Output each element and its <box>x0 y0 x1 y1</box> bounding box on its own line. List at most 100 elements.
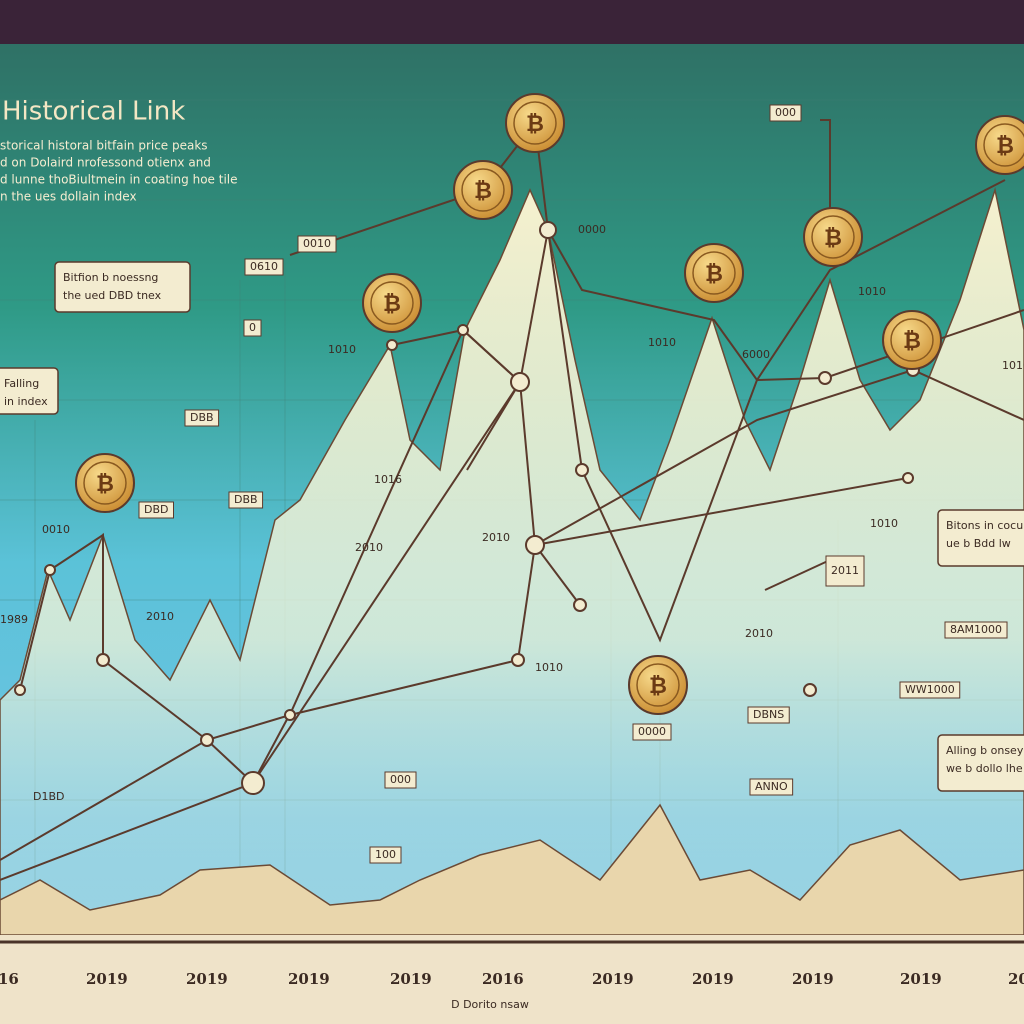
description-line: d lunne thoBiultmein in coating hoe tile <box>0 173 238 187</box>
chart-label: 0000 <box>638 725 666 738</box>
coin-rim <box>83 461 127 505</box>
chart-label: 1010 <box>648 336 676 349</box>
coin-rim <box>370 281 414 325</box>
callout-line: Bitfion b noessng <box>63 271 158 284</box>
chart-label: 2010 <box>482 531 510 544</box>
chart-label: DBNS <box>753 708 784 721</box>
label-box <box>944 621 1008 639</box>
x-axis-label: 16 <box>0 970 19 988</box>
coin-rim <box>890 318 934 362</box>
label-box <box>369 846 402 864</box>
coin-rim <box>692 251 736 295</box>
chart-label: 6000 <box>742 348 770 361</box>
chart-label: 1010 <box>535 661 563 674</box>
chart-label: 0010 <box>303 237 331 250</box>
chart-label: WW1000 <box>905 683 955 696</box>
x-axis-label: 2019 <box>792 970 834 988</box>
chart-label: 1010 <box>328 343 356 356</box>
chart-label: DBB <box>234 493 258 506</box>
x-axis-label: 2019 <box>592 970 634 988</box>
chart-label: 2011 <box>831 564 859 577</box>
coin-symbol: ₿ <box>705 262 723 287</box>
network-nodes <box>14 221 920 795</box>
coin-rim <box>636 663 680 707</box>
chart-label: 000 <box>775 106 796 119</box>
chart-label: 2010 <box>146 610 174 623</box>
chart-label: D1BD <box>33 790 65 803</box>
title: Historical Link <box>2 97 185 127</box>
label-box <box>244 258 284 276</box>
coin <box>975 115 1024 175</box>
chart-label: 8AM1000 <box>950 623 1002 636</box>
callout-line: Bitons in cocu <box>946 519 1023 532</box>
foreground-mountains <box>0 803 1024 936</box>
x-axis-label: 20 <box>1008 970 1024 988</box>
x-axis-label: 2019 <box>390 970 432 988</box>
x-axis-label: 2019 <box>692 970 734 988</box>
label-box <box>243 319 262 337</box>
label-box <box>297 235 337 253</box>
coin-symbol: ₿ <box>383 292 401 317</box>
callout-line: we b dollo lhe <box>946 762 1023 775</box>
callout-line: ue b Bdd lw <box>946 537 1011 550</box>
callout-box <box>937 734 1024 792</box>
x-axis-label: 2019 <box>186 970 228 988</box>
coin-symbol: ₿ <box>649 674 667 699</box>
callout-box <box>937 509 1024 567</box>
coin-symbol: ₿ <box>903 329 921 354</box>
chart-label: 0010 <box>42 523 70 536</box>
description-line: n the ues dollain index <box>0 190 137 204</box>
top-band <box>0 0 1024 44</box>
coin-symbol: ₿ <box>996 134 1014 159</box>
label-box <box>632 723 672 741</box>
chart-label: 000 <box>390 773 411 786</box>
chart-label: 0610 <box>250 260 278 273</box>
label-box <box>769 104 802 122</box>
callout-box <box>54 261 191 313</box>
x-axis-caption: D Dorito nsaw <box>451 998 529 1011</box>
callout-line: in index <box>4 395 48 408</box>
coin-symbol: ₿ <box>526 112 544 137</box>
coin-rim <box>513 101 557 145</box>
x-axis-label: 2019 <box>900 970 942 988</box>
label-box <box>749 778 794 796</box>
x-axis-label: 2019 <box>86 970 128 988</box>
coin-rim <box>811 215 855 259</box>
coin-rim <box>461 168 505 212</box>
chart-label: 0 <box>249 321 256 334</box>
axis-band <box>0 935 1024 1024</box>
label-box <box>825 555 865 587</box>
chart-label: 1010 <box>870 517 898 530</box>
chart-label: 2010 <box>745 627 773 640</box>
chart-label: 2010 <box>355 541 383 554</box>
chart-label: 0000 <box>578 223 606 236</box>
description-line: storical historal bitfain price peaks <box>0 139 208 153</box>
label-box <box>138 501 174 519</box>
chart-label: 1016 <box>374 473 402 486</box>
description-line: d on Dolaird nrofessond otienx and <box>0 156 211 170</box>
callout-line: the ued DBD tnex <box>63 289 162 302</box>
chart-label: DBD <box>144 503 169 516</box>
chart-label: 100 <box>375 848 396 861</box>
label-box <box>899 681 961 699</box>
chart-label: 1989 <box>0 613 28 626</box>
label-box <box>184 409 220 427</box>
label-box <box>747 706 790 724</box>
coin-symbol: ₿ <box>824 226 842 251</box>
chart-label: 1016 <box>1002 359 1024 372</box>
chart-label: ANNO <box>755 780 788 793</box>
chart-label: 1010 <box>858 285 886 298</box>
label-box <box>384 771 417 789</box>
coin-rim <box>983 123 1024 167</box>
chart-label: DBB <box>190 411 214 424</box>
callout-line: Alling b onsey <box>946 744 1024 757</box>
x-axis-label: 2019 <box>288 970 330 988</box>
coin-symbol: ₿ <box>474 179 492 204</box>
x-axis-label: 2016 <box>482 970 524 988</box>
label-box <box>228 491 264 509</box>
coin-symbol: ₿ <box>96 472 114 497</box>
callout-box <box>0 367 59 415</box>
callout-line: Falling <box>4 377 39 390</box>
